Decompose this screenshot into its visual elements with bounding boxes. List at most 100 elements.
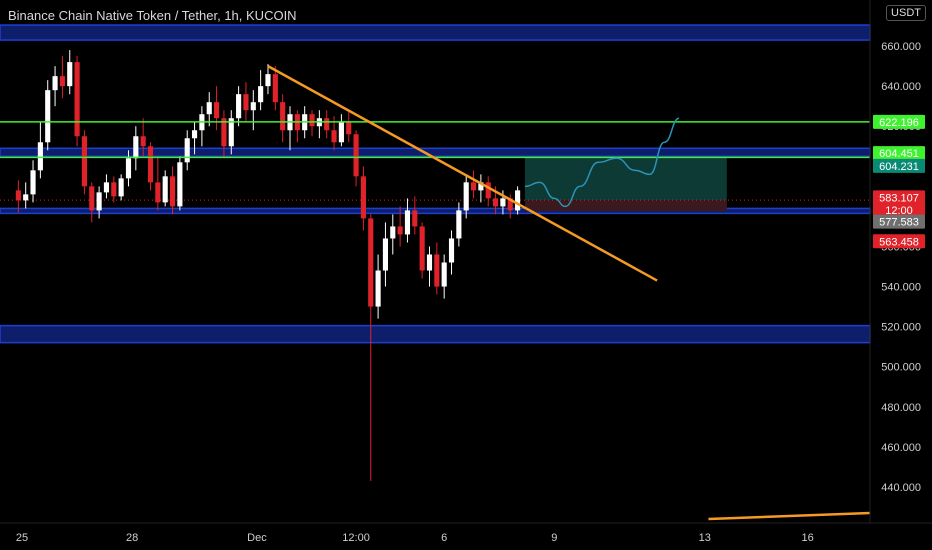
candle[interactable] [96, 192, 102, 211]
price-axis-label: 500.000 [881, 362, 921, 374]
candle[interactable] [280, 102, 286, 131]
candle[interactable] [324, 118, 330, 131]
price-tag [873, 190, 925, 205]
candle[interactable] [448, 238, 455, 263]
candle[interactable] [390, 226, 396, 239]
price-tag-label: 577.583 [879, 217, 919, 229]
candle[interactable] [184, 138, 190, 163]
sr-zone[interactable] [0, 207, 871, 215]
candle[interactable] [515, 190, 521, 211]
candle[interactable] [500, 198, 506, 207]
candle[interactable] [419, 226, 425, 271]
candle[interactable] [59, 76, 65, 87]
price-tag-label: 563.458 [879, 236, 919, 248]
candle[interactable] [162, 176, 168, 203]
sr-zone[interactable] [0, 24, 871, 41]
candle[interactable] [155, 182, 161, 203]
price-tag [873, 214, 925, 229]
price-axis-label: 660.000 [881, 41, 921, 53]
price-axis-label: 460.000 [881, 442, 921, 454]
price-tag [873, 158, 925, 173]
candle[interactable] [493, 198, 499, 207]
candle[interactable] [177, 162, 183, 207]
time-axis-label: 12:00 [342, 532, 370, 544]
candle[interactable] [331, 130, 337, 143]
candle[interactable] [236, 94, 242, 119]
candle[interactable] [140, 136, 146, 147]
candle[interactable] [206, 102, 212, 115]
price-axis-label: 480.000 [881, 402, 921, 414]
price-tag-label: 604.451 [879, 148, 919, 160]
candle[interactable] [353, 134, 359, 177]
candle[interactable] [30, 170, 36, 195]
candle[interactable] [346, 122, 352, 135]
candle[interactable] [118, 178, 124, 197]
candle[interactable] [456, 210, 462, 239]
sr-zone[interactable] [0, 147, 871, 158]
candle[interactable] [375, 270, 381, 307]
candle[interactable] [397, 226, 403, 235]
candle[interactable] [103, 182, 110, 193]
candle[interactable] [434, 254, 440, 287]
candle[interactable] [309, 114, 315, 127]
time-axis-label: Dec [247, 532, 267, 544]
currency-selector[interactable]: USDT [886, 5, 926, 21]
candle[interactable] [191, 130, 198, 139]
candle[interactable] [89, 186, 95, 211]
price-tag [873, 202, 925, 217]
price-axis-label: 440.000 [881, 482, 921, 494]
candle[interactable] [265, 74, 271, 87]
candle[interactable] [111, 182, 117, 197]
candle[interactable] [412, 210, 418, 227]
candle[interactable] [470, 182, 477, 191]
candle[interactable] [463, 182, 469, 211]
candle[interactable] [382, 238, 389, 271]
time-axis-label: 9 [551, 532, 557, 544]
price-axis-label: 540.000 [881, 282, 921, 294]
price-axis-label: 520.000 [881, 322, 921, 334]
candle[interactable] [243, 94, 249, 111]
candle[interactable] [147, 146, 154, 183]
candle[interactable] [338, 122, 344, 143]
price-tag [873, 146, 925, 161]
candle[interactable] [250, 102, 256, 111]
candle[interactable] [37, 142, 43, 171]
candle[interactable] [133, 136, 139, 159]
candle[interactable] [507, 198, 513, 211]
candle[interactable] [360, 176, 366, 219]
candle[interactable] [478, 182, 484, 191]
time-axis-label: 16 [801, 532, 813, 544]
time-axis-label: 13 [699, 532, 711, 544]
time-axis-label: 28 [126, 532, 138, 544]
candle[interactable] [81, 136, 87, 187]
time-axis-label: 6 [441, 532, 447, 544]
candle[interactable] [169, 176, 176, 207]
candle[interactable] [23, 194, 29, 201]
downtrend-line[interactable] [267, 65, 658, 282]
candle[interactable] [221, 118, 227, 147]
candle[interactable] [15, 190, 21, 201]
candle[interactable] [125, 158, 132, 179]
candle[interactable] [52, 76, 58, 91]
sr-zone[interactable] [0, 324, 871, 344]
candle[interactable] [485, 182, 491, 199]
candle[interactable] [426, 254, 433, 271]
candle[interactable] [368, 218, 374, 307]
candle[interactable] [404, 210, 411, 235]
time-axis-label: 25 [16, 532, 28, 544]
candle[interactable] [258, 86, 264, 103]
price-axis-label: 640.000 [881, 81, 921, 93]
candle[interactable] [441, 262, 447, 287]
candle[interactable] [228, 118, 234, 147]
trend-line[interactable] [708, 511, 871, 521]
price-tag-label: 583.107 [879, 192, 919, 204]
position-stop-zone[interactable] [524, 200, 727, 212]
candle[interactable] [214, 102, 220, 119]
candle[interactable] [67, 62, 73, 87]
candle[interactable] [45, 90, 51, 143]
candle[interactable] [272, 74, 278, 103]
projection-path[interactable] [524, 117, 680, 208]
candle[interactable] [74, 62, 80, 137]
